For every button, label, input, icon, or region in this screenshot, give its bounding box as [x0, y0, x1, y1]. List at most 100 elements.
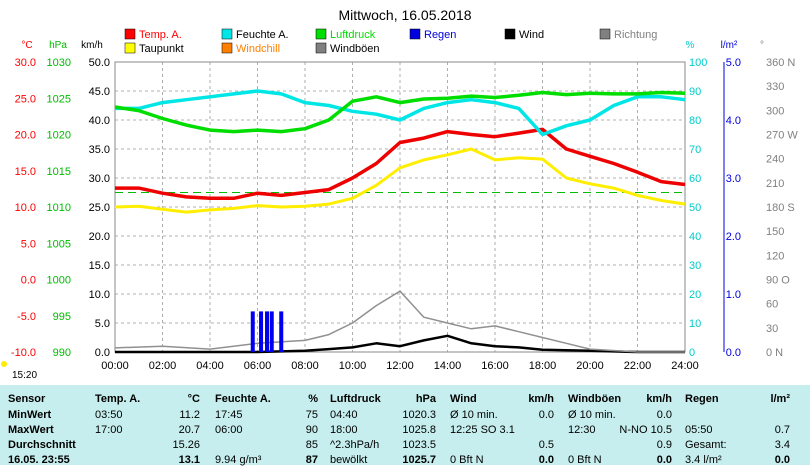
rain-bar	[250, 311, 255, 352]
stats-cell-time: 0 Bft N	[450, 454, 484, 466]
stats-cell-time: 06:00	[215, 424, 243, 436]
stats-header-label: Temp. A.	[95, 393, 141, 405]
pressure-unit-label: hPa	[49, 40, 67, 51]
humidity-tick-label: 50	[689, 202, 701, 214]
stats-cell-time: bewölkt	[330, 454, 368, 466]
legend-label: Regen	[424, 29, 456, 41]
legend-swatch	[504, 28, 516, 40]
legend-label: Luftdruck	[330, 29, 376, 41]
legend-swatch	[124, 42, 136, 54]
stats-header-label: Wind	[450, 393, 477, 405]
temp-tick-label: 20.0	[15, 130, 36, 142]
stats-cell-value: 85	[305, 439, 318, 451]
stats-row-label: MinWert	[8, 409, 52, 421]
legend-label: Richtung	[614, 29, 657, 41]
stats-cell-time: 3.4 l/m²	[685, 454, 722, 466]
humidity-tick-label: 100	[689, 57, 707, 69]
x-tick-label: 08:00	[291, 360, 319, 370]
time-bar: 15:20	[0, 370, 810, 384]
stats-cell-value: 75	[305, 409, 318, 421]
stats-cell-time: Gesamt:	[685, 439, 727, 451]
wind-tick-label: 45.0	[89, 86, 110, 98]
series-line-feuchte-a-	[115, 89, 686, 137]
x-tick-label: 06:00	[244, 360, 272, 370]
stats-header-unit: hPa	[415, 393, 436, 405]
stats-row-label: 16.05. 23:55	[8, 454, 70, 466]
legend-label: Windböen	[330, 43, 380, 55]
rain-bar	[259, 311, 264, 352]
series-line-luftdruck	[114, 90, 686, 134]
stats-cell-value: 0.0	[538, 409, 554, 421]
stats-cell-value: 90	[305, 424, 318, 436]
stats-header-label: Windböen	[568, 393, 622, 405]
x-tick-label: 18:00	[529, 360, 557, 370]
humidity-tick-label: 70	[689, 144, 701, 156]
pressure-tick-label: 1020	[47, 130, 71, 142]
stats-header-label: Regen	[685, 393, 719, 405]
direction-tick-label: 180 S	[766, 202, 795, 214]
x-tick-label: 22:00	[624, 360, 652, 370]
stats-cell-value: 0.0	[538, 454, 554, 466]
temp-tick-label: 30.0	[15, 57, 36, 69]
stats-header-unit: °C	[187, 393, 200, 405]
direction-unit-label: °	[760, 40, 764, 51]
wind-unit-label: km/h	[81, 40, 103, 51]
stats-cell-value: 1025.8	[402, 424, 436, 436]
wind-tick-label: 15.0	[89, 260, 110, 272]
rain-tick-label: 3.0	[726, 173, 741, 185]
stats-cell-time: 04:40	[330, 409, 358, 421]
direction-tick-label: 90 O	[766, 275, 790, 287]
current-time: 15:20	[12, 370, 38, 381]
rain-bar	[269, 311, 274, 352]
stats-header-unit: %	[308, 393, 318, 405]
humidity-tick-label: 90	[689, 86, 701, 98]
pressure-tick-label: 990	[53, 347, 71, 359]
temp-tick-label: 5.0	[21, 238, 36, 250]
stats-cell-value: 1025.7	[402, 454, 436, 466]
legend-swatch	[599, 28, 611, 40]
stats-row: MaxWert 17:00 20.7 06:00 90 18:00 1025.8 12:25 …	[0, 422, 810, 438]
stats-cell-value: 87	[305, 454, 318, 466]
stats-cell-value: 1020.3	[402, 409, 436, 421]
legend-swatch	[409, 28, 421, 40]
pressure-tick-label: 1000	[47, 275, 71, 287]
x-tick-label: 14:00	[434, 360, 462, 370]
rain-tick-label: 4.0	[726, 115, 741, 127]
wind-tick-label: 20.0	[89, 231, 110, 243]
humidity-tick-label: 10	[689, 318, 701, 330]
stats-header-label: Luftdruck	[330, 393, 381, 405]
wind-tick-label: 35.0	[89, 144, 110, 156]
stats-header-row: Sensor Temp. A. °C Feuchte A.% Luftdruck hPa W…	[0, 391, 810, 407]
stats-header-label: Feuchte A.	[215, 393, 271, 405]
legend-swatch	[315, 28, 327, 40]
sunrise-marker	[1, 361, 7, 367]
stats-cell-value: 0.5	[538, 439, 554, 451]
stats-header-unit: km/h	[646, 393, 672, 405]
stats-cell-time: Ø 10 min.	[450, 409, 498, 421]
stats-cell-time: Ø 10 min.	[568, 409, 616, 421]
stats-cell-value: 11.2	[179, 409, 200, 421]
pressure-tick-label: 1015	[47, 166, 71, 178]
wind-tick-label: 10.0	[89, 289, 110, 301]
rain-tick-label: 5.0	[726, 57, 741, 69]
temp-tick-label: 25.0	[15, 93, 36, 105]
stats-row: Durchschnitt 15.26 85 ^2.3hPa/h 1023.5 0.5 0.9…	[0, 437, 810, 453]
stats-cell-value: 0.0	[656, 409, 672, 421]
series-line-temp-a-	[115, 127, 686, 201]
series-line-taupunkt	[114, 147, 686, 214]
stats-cell-value: 15.26	[172, 439, 200, 451]
temp-unit-label: °C	[21, 40, 32, 51]
temp-tick-label: -10.0	[11, 347, 36, 359]
legend-label: Temp. A.	[139, 29, 182, 41]
pressure-tick-label: 1030	[47, 57, 71, 69]
stats-cell-time: 18:00	[330, 424, 358, 436]
stats-cell-time: 0 Bft N	[568, 454, 602, 466]
legend-swatch	[221, 42, 233, 54]
rain-tick-label: 0.0	[726, 347, 741, 359]
direction-tick-label: 0 N	[766, 347, 783, 359]
legend-swatch	[315, 42, 327, 54]
direction-tick-label: 150	[766, 226, 784, 238]
humidity-tick-label: 20	[689, 289, 701, 301]
stats-cell-value: 3.4	[774, 439, 790, 451]
x-tick-label: 12:00	[386, 360, 414, 370]
